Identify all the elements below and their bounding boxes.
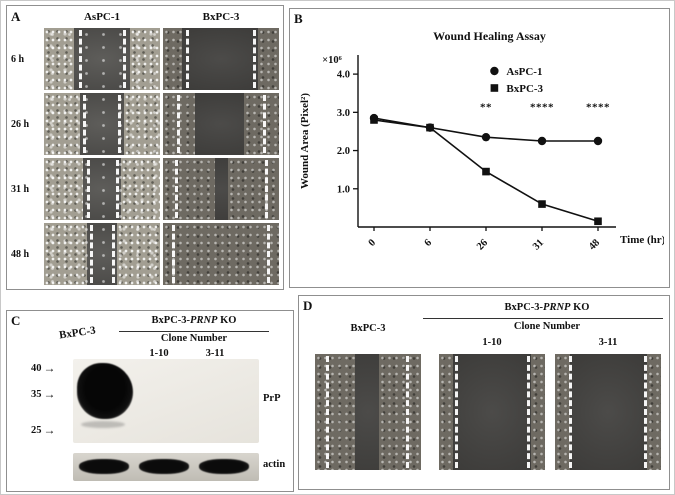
actin-band-1-10 bbox=[139, 459, 189, 474]
micrograph-d-bxpc3 bbox=[315, 354, 421, 470]
ko-gene: PRNP bbox=[543, 302, 571, 313]
panel-a-grid: A AsPC-1 BxPC-3 6 h 26 h 31 h bbox=[11, 9, 279, 285]
svg-text:×10⁶: ×10⁶ bbox=[322, 55, 342, 66]
ko-header: BxPC-3-PRNP KO bbox=[119, 315, 269, 326]
micrograph-d-clone-1-10 bbox=[439, 354, 545, 470]
micrograph-aspc1-6h bbox=[44, 28, 160, 90]
row-label-31h: 31 h bbox=[11, 183, 30, 195]
panel-a-label: A bbox=[11, 9, 21, 24]
micrograph-aspc1-31h bbox=[44, 158, 160, 220]
clone-label-3-11: 3-11 bbox=[205, 348, 225, 359]
ko-prefix: BxPC-3- bbox=[504, 302, 544, 313]
clone-labels: 1-10 3-11 bbox=[131, 348, 243, 359]
panel-b-label: B bbox=[294, 11, 303, 26]
svg-text:**: ** bbox=[480, 101, 492, 113]
panel-a: A AsPC-1 BxPC-3 6 h 26 h 31 h bbox=[6, 5, 284, 290]
mw-marker-25: 25 → bbox=[31, 423, 56, 438]
svg-text:48: 48 bbox=[587, 237, 602, 252]
svg-text:26: 26 bbox=[475, 237, 490, 252]
actin-label: actin bbox=[263, 459, 286, 470]
svg-text:BxPC-3: BxPC-3 bbox=[506, 83, 543, 95]
panel-c-label: C bbox=[11, 313, 21, 328]
arrow-right-icon: → bbox=[43, 361, 56, 375]
row-label-6h: 6 h bbox=[11, 53, 25, 65]
prp-faint-band bbox=[81, 421, 125, 428]
column-header-bxpc3: BxPC-3 bbox=[202, 11, 240, 23]
svg-text:4.0: 4.0 bbox=[337, 70, 350, 81]
micrograph-aspc1-48h bbox=[44, 223, 160, 285]
chart-title: Wound Healing Assay bbox=[433, 29, 546, 43]
column-header-aspc1: AsPC-1 bbox=[83, 11, 121, 23]
ko-suffix: KO bbox=[570, 302, 590, 313]
actin-band-3-11 bbox=[199, 459, 249, 474]
arrow-right-icon: → bbox=[43, 387, 56, 401]
panel-d: D BxPC-3-PRNP KO BxPC-3 Clone Number 1-1… bbox=[298, 295, 670, 490]
svg-text:Time (hr): Time (hr) bbox=[620, 234, 664, 246]
svg-text:1.0: 1.0 bbox=[337, 184, 350, 195]
wound-healing-chart: 1.0 2.0 3.0 4.0 ×10⁶ Wound Area (Pixel²) 0 6 26 3… bbox=[299, 55, 664, 253]
clone-label-1-10: 1-10 bbox=[149, 348, 169, 359]
panel-d-label: D bbox=[303, 298, 313, 313]
row-label-48h: 48 h bbox=[11, 248, 30, 260]
actin-band-bxpc3 bbox=[79, 459, 129, 474]
svg-text:Wound Area (Pixel²): Wound Area (Pixel²) bbox=[299, 93, 311, 189]
mw-35-value: 35 bbox=[31, 389, 42, 400]
actin-blot-image bbox=[73, 453, 259, 481]
prp-label: PrP bbox=[263, 393, 281, 404]
micrograph-bxpc3-6h bbox=[163, 28, 279, 90]
mw-marker-35: 35 → bbox=[31, 387, 56, 402]
clone-label-1-10: 1-10 bbox=[482, 337, 502, 348]
ko-header-underline bbox=[119, 331, 269, 332]
svg-text:3.0: 3.0 bbox=[337, 108, 350, 119]
micrograph-bxpc3-26h bbox=[163, 93, 279, 155]
svg-text:31: 31 bbox=[531, 237, 546, 252]
ko-gene: PRNP bbox=[190, 315, 218, 326]
mw-marker-40: 40 → bbox=[31, 361, 56, 376]
svg-text:0: 0 bbox=[367, 237, 378, 248]
row-label-26h: 26 h bbox=[11, 118, 30, 130]
prp-band-bxpc3 bbox=[77, 363, 133, 419]
svg-text:6: 6 bbox=[423, 237, 434, 248]
svg-text:****: **** bbox=[586, 101, 610, 113]
micrograph-bxpc3-31h bbox=[163, 158, 279, 220]
micrograph-bxpc3-48h bbox=[163, 223, 279, 285]
svg-text:AsPC-1: AsPC-1 bbox=[506, 66, 542, 78]
lane-label-bxpc3: BxPC-3 bbox=[58, 324, 97, 342]
ko-prefix: BxPC-3- bbox=[151, 315, 191, 326]
clone-number-header: Clone Number bbox=[160, 333, 228, 344]
panel-b: B Wound Healing Assay 1.0 2.0 3.0 4.0 ×10⁶ Wo… bbox=[289, 8, 670, 288]
clone-label-3-11: 3-11 bbox=[598, 337, 618, 348]
parental-label-bxpc3: BxPC-3 bbox=[350, 323, 386, 334]
panel-c: C BxPC-3 BxPC-3-PRNP KO Clone Number 1-1… bbox=[6, 310, 294, 492]
ko-header: BxPC-3-PRNP KO bbox=[429, 302, 665, 313]
svg-text:****: **** bbox=[530, 101, 554, 113]
ko-suffix: KO bbox=[217, 315, 237, 326]
mw-25-value: 25 bbox=[31, 425, 42, 436]
micrograph-d-clone-3-11 bbox=[555, 354, 661, 470]
mw-40-value: 40 bbox=[31, 363, 42, 374]
prp-blot-image bbox=[73, 359, 259, 443]
ko-header-underline bbox=[423, 318, 663, 319]
svg-text:2.0: 2.0 bbox=[337, 146, 350, 157]
clone-number-header: Clone Number bbox=[513, 321, 581, 332]
micrograph-aspc1-26h bbox=[44, 93, 160, 155]
arrow-right-icon: → bbox=[43, 423, 56, 437]
